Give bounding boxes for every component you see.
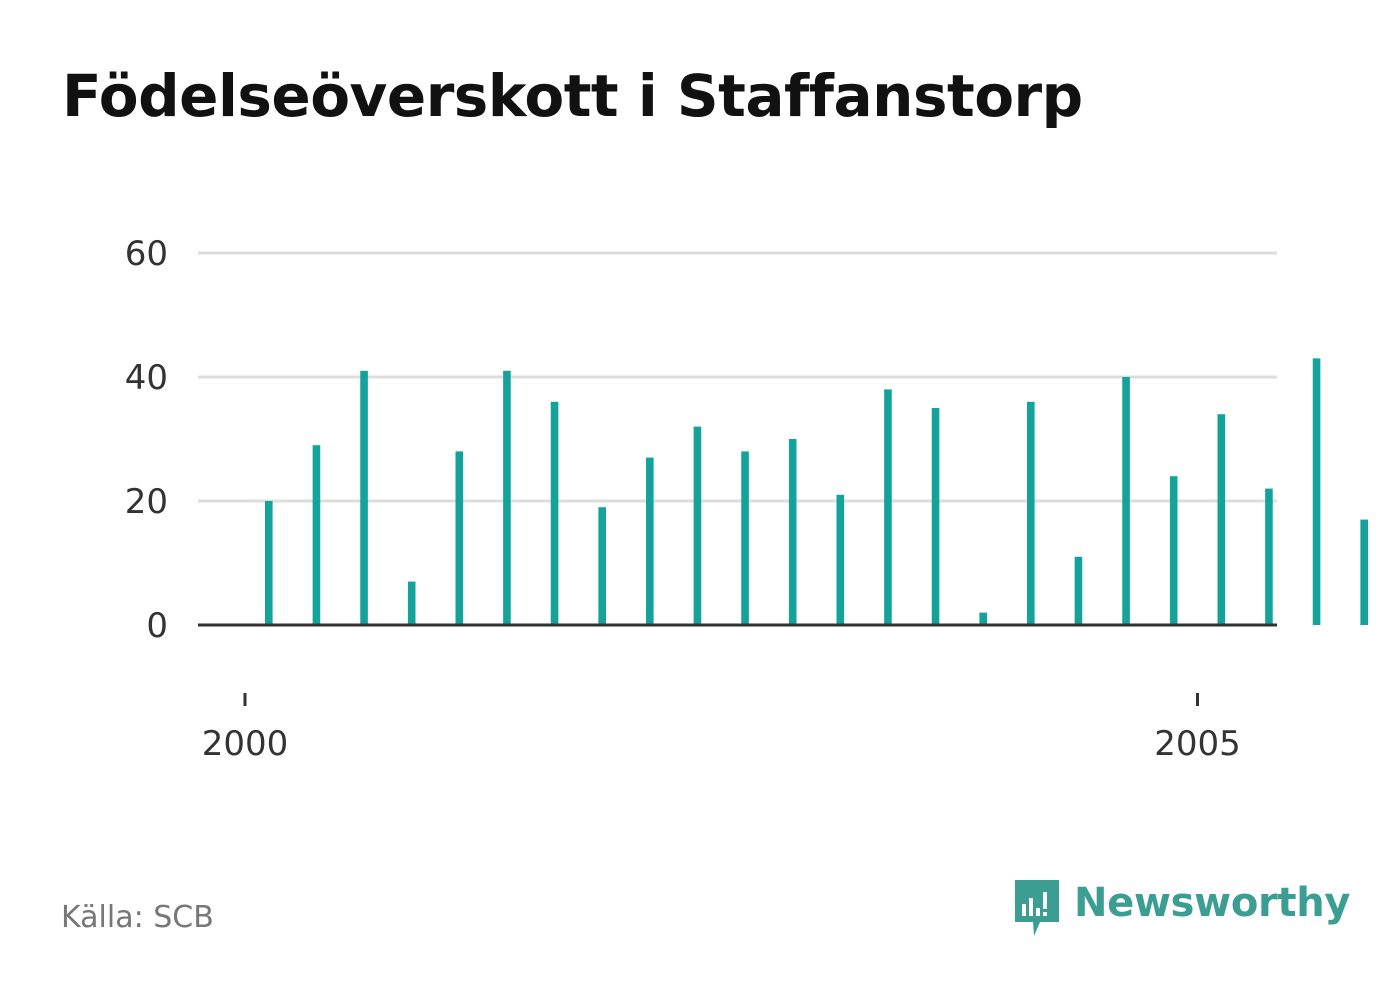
bar-2001-q4 [598, 507, 606, 625]
y-tick-label-0: 0 [146, 606, 168, 646]
bar-2002-q2 [693, 426, 702, 625]
bar-2002-q3 [741, 451, 749, 625]
bar-2003-q2 [884, 389, 892, 625]
axes [198, 623, 1277, 706]
bar-2004-q1 [1027, 401, 1035, 625]
bar-2000-q1 [265, 501, 273, 625]
bar-2004-q2 [1074, 556, 1083, 625]
bar-2005-q3 [1312, 358, 1321, 625]
bar-2004-q4 [1169, 476, 1178, 625]
bar-2003-q4 [979, 612, 987, 625]
bar-2003-q3 [931, 408, 940, 625]
bar-2005-q4 [1360, 519, 1368, 625]
bar-2002-q4 [788, 439, 797, 625]
x-tick-label-2005: 2005 [1154, 724, 1241, 764]
bar-chart: 0204060200020052010201520202025 [125, 234, 1368, 764]
bar-2000-q4 [407, 581, 416, 625]
bar-2001-q1 [455, 451, 464, 625]
x-tick-label-2000: 2000 [202, 724, 289, 764]
bar-2005-q1 [1217, 414, 1226, 625]
bar-series [265, 358, 1368, 625]
y-tick-label-40: 40 [125, 358, 168, 398]
newsworthy-logo: Newsworthy [1012, 878, 1351, 940]
source-note: Källa: SCB [61, 900, 214, 935]
bar-2000-q3 [360, 370, 368, 625]
newsworthy-logo-text: Newsworthy [1074, 880, 1351, 926]
bar-2004-q3 [1122, 377, 1130, 625]
bar-2003-q1 [836, 494, 845, 625]
bar-2001-q3 [550, 401, 559, 625]
bar-2001-q2 [503, 370, 511, 625]
chart-title: Födelseöverskott i Staffanstorp [62, 62, 1083, 130]
bar-2000-q2 [312, 445, 321, 625]
y-tick-label-20: 20 [125, 482, 168, 522]
bar-2005-q2 [1265, 488, 1273, 625]
newsworthy-logo-icon [1015, 880, 1059, 936]
gridlines [198, 251, 1277, 503]
tick-labels: 0204060200020052010201520202025 [125, 234, 1241, 764]
bar-2002-q1 [646, 457, 654, 625]
y-tick-label-60: 60 [125, 234, 168, 274]
